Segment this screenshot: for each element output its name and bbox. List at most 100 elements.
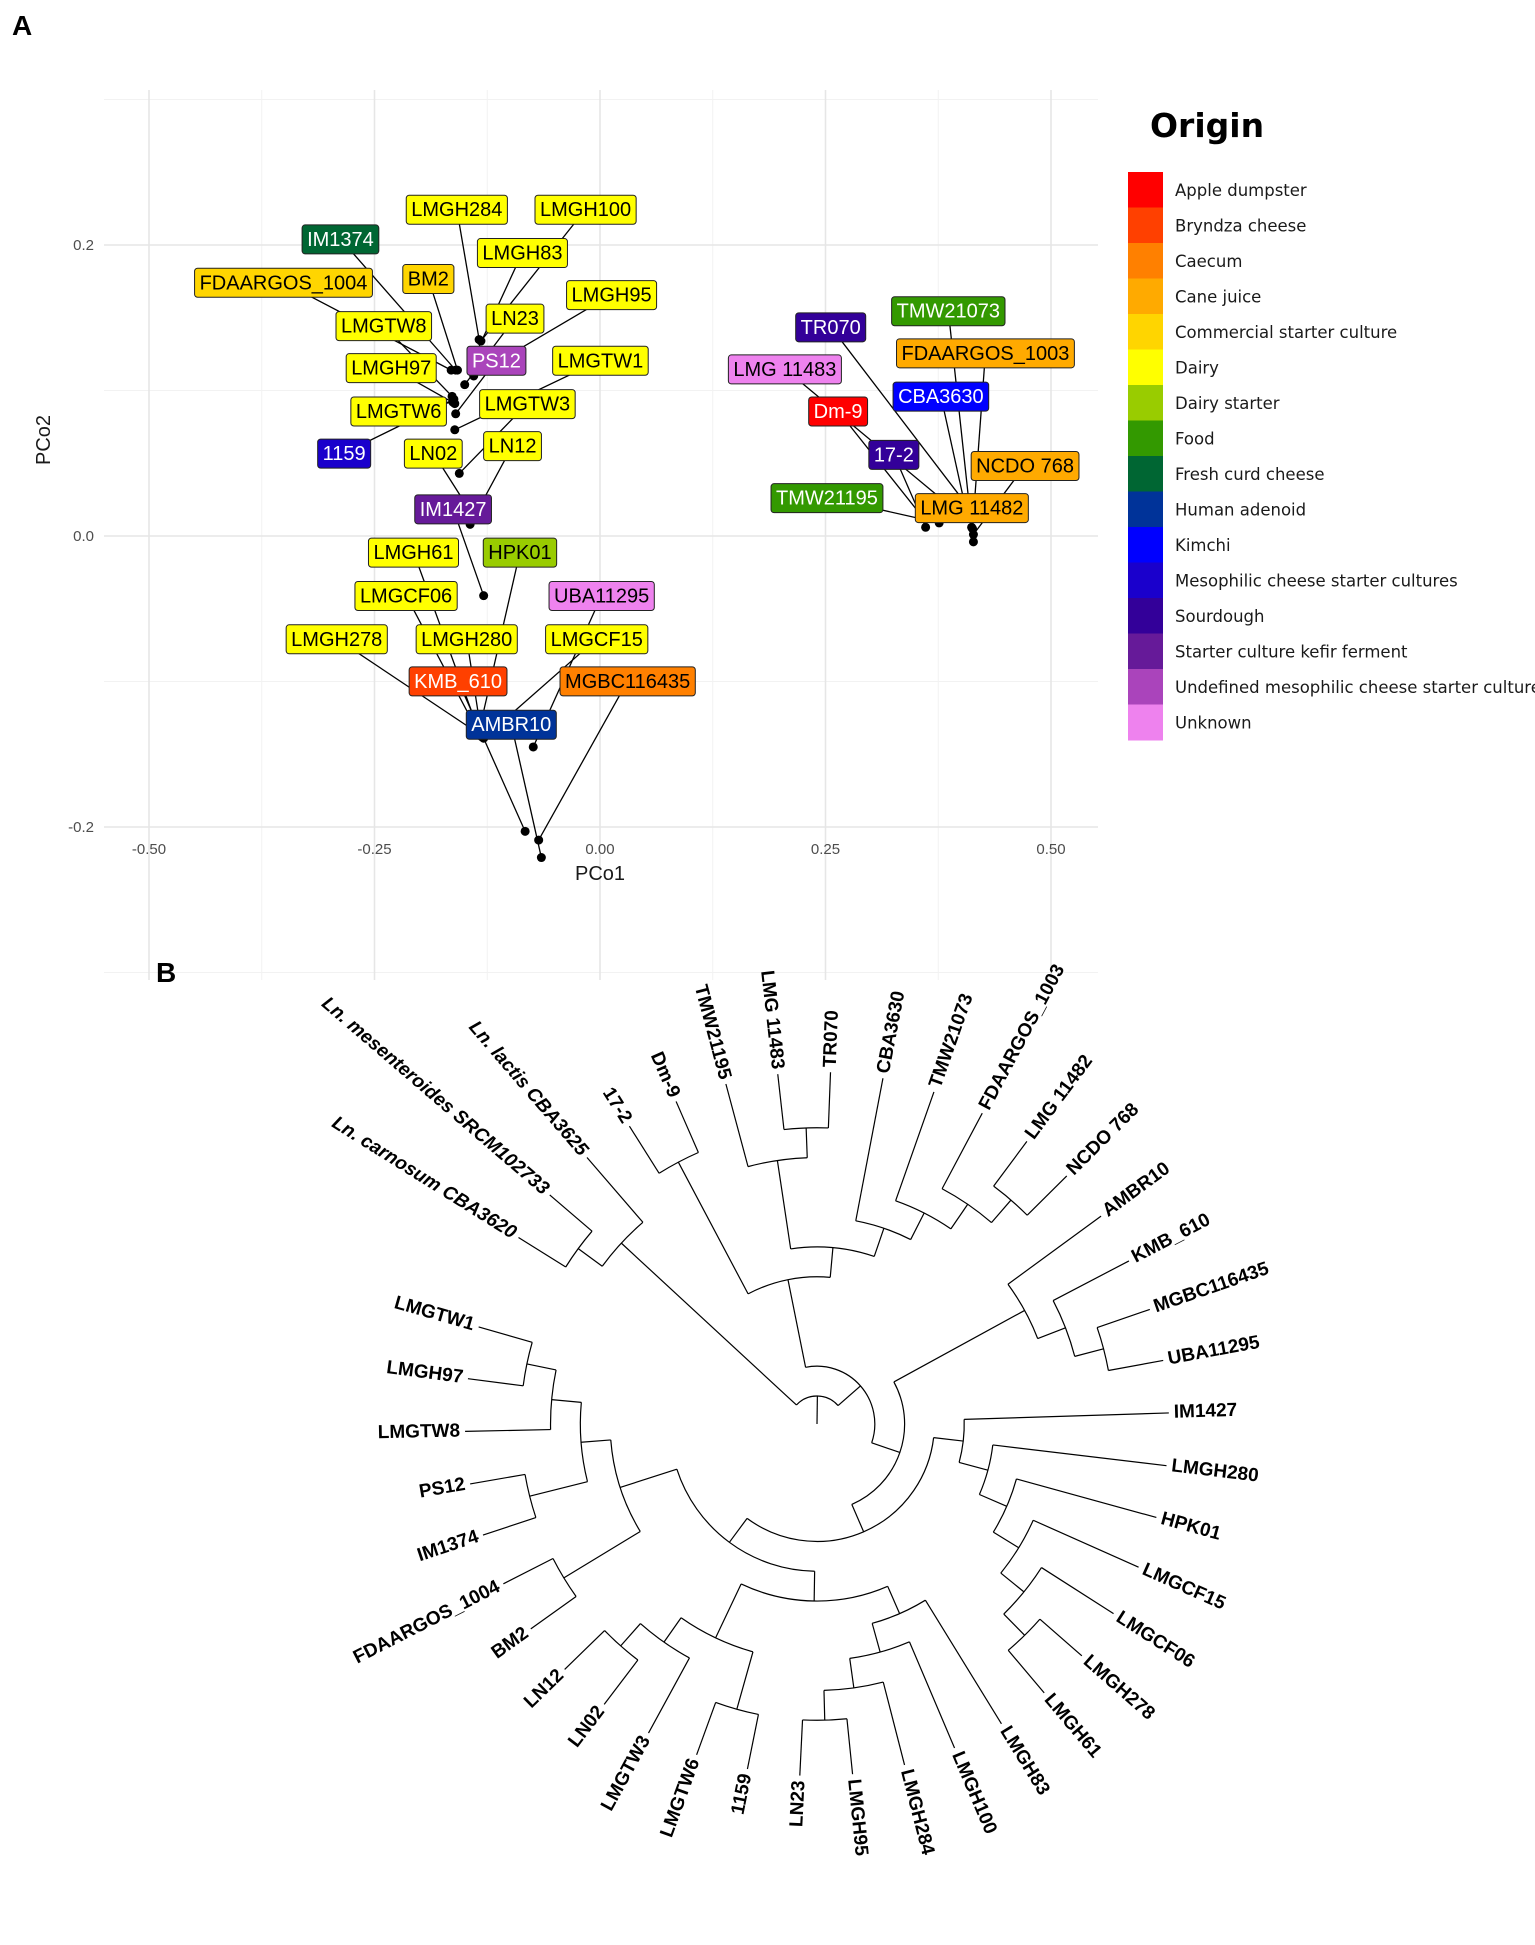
point-label-box [476, 238, 568, 269]
point-label-text: PS12 [472, 350, 521, 372]
point-label: LMG 11482 [914, 493, 1029, 524]
legend-item-label: Starter culture kefir ferment [1175, 642, 1408, 661]
data-point [446, 365, 456, 375]
legend-swatch [1128, 172, 1163, 208]
tree-branch [1007, 1215, 1102, 1285]
point-label: LN23 [485, 303, 545, 334]
data-point [528, 742, 538, 752]
data-point [968, 530, 978, 540]
tree-branch [563, 1530, 641, 1579]
tree-branch [586, 1157, 644, 1223]
tree-leaf-label: LMGH97 [385, 1357, 464, 1388]
tree-branch [882, 1681, 906, 1766]
point-label-text: UBA11295 [554, 585, 649, 607]
point-label-box [414, 494, 492, 525]
tree-arc [549, 1369, 557, 1430]
point-label-box [405, 194, 508, 225]
tree-branch [950, 1203, 969, 1230]
point-label: LMGH83 [476, 238, 568, 269]
tree-branch [530, 1595, 577, 1630]
point-label-text: 1159 [323, 443, 366, 465]
leader-line [456, 209, 480, 340]
point-label-box [896, 338, 1075, 369]
x-axis-ticks: -0.50 -0.25 0.00 0.25 0.50 [132, 841, 1066, 858]
point-label-text: FDAARGOS_1004 [200, 272, 368, 294]
point-label-text: HPK01 [488, 542, 551, 564]
tree-branch [1016, 1478, 1157, 1519]
tree-branch [696, 1702, 717, 1755]
point-labels: LMGH284 LMGH100 IM1374 LMGH83 FDAARGOS_1004 B… [194, 194, 1080, 740]
data-point [452, 365, 462, 375]
legend-swatch [1128, 456, 1163, 492]
point-label-text: LMGH97 [351, 358, 431, 380]
data-point [921, 522, 931, 532]
tree-arc [805, 1365, 876, 1443]
point-label-text: CBA3630 [898, 386, 984, 408]
point-label-box [552, 345, 649, 376]
legend-swatch [1128, 349, 1163, 386]
point-label-text: TR070 [801, 317, 861, 339]
point-label-box [466, 345, 527, 376]
tree-arc [676, 1468, 815, 1572]
tree-arc [522, 1342, 533, 1386]
tree-branch [933, 1437, 964, 1442]
point-label: LMGCF15 [545, 624, 649, 655]
leader-line [830, 326, 968, 506]
point-label-box [482, 537, 558, 568]
legend-swatch [1128, 385, 1163, 421]
tree-branch [908, 1641, 956, 1749]
legend-item-label: Fresh curd cheese [1175, 465, 1324, 484]
point-label-box [465, 709, 557, 740]
tree-branch [482, 1516, 537, 1536]
tree-branch [776, 1160, 792, 1250]
point-label-text: IM1374 [307, 229, 374, 251]
point-label-box [914, 493, 1029, 524]
point-label-box [402, 264, 455, 295]
legend-swatch [1128, 598, 1163, 634]
data-point [460, 380, 470, 390]
tree-leaf-label: LN23 [786, 1780, 809, 1827]
legend-swatch [1128, 527, 1163, 563]
tree-branch [603, 1659, 639, 1705]
point-label-text: AMBR10 [471, 714, 551, 736]
tree-leaf-label: Dm-9 [646, 1049, 684, 1101]
legend-item-label: Dairy [1175, 358, 1219, 377]
point-label: LN12 [483, 431, 542, 462]
tree-branch [855, 1078, 884, 1221]
legend-title: Origin [1150, 106, 1264, 145]
legend-item-label: Mesophilic cheese starter cultures [1175, 571, 1458, 590]
tree-branch [677, 1161, 749, 1295]
tree-leaf-label: LMGTW6 [656, 1756, 704, 1841]
x-tick-label: 0.00 [585, 841, 614, 858]
data-point [520, 826, 530, 836]
point-label: LMGH278 [285, 624, 388, 655]
tree-branch [787, 1279, 807, 1368]
tree-branch [837, 1385, 861, 1407]
tree-leaf-label: NCDO 768 [1063, 1099, 1144, 1179]
legend-item-label: Kimchi [1175, 536, 1231, 555]
tree-branch [647, 1657, 690, 1734]
point-label: LMGTW3 [479, 389, 576, 420]
point-label: LMGTW6 [350, 396, 447, 427]
tree-leaf-label: TMW21073 [925, 991, 977, 1091]
tree-leaf-label: Ln. mesenteroides SRCM102733 [317, 993, 553, 1200]
point-label-text: 17-2 [874, 444, 914, 466]
tree-arc [1007, 1283, 1039, 1339]
tree-branch [581, 1439, 611, 1443]
point-label-text: LMGTW8 [341, 316, 427, 338]
point-label: 17-2 [868, 439, 920, 470]
point-label-box [483, 431, 542, 462]
legend-swatch [1128, 278, 1163, 315]
tree-arc [740, 1583, 888, 1602]
tree-arc [855, 1220, 911, 1241]
point-label: LMGH100 [534, 194, 637, 225]
y-tick-label: 0.2 [73, 237, 94, 254]
point-label: LMG 11483 [727, 354, 842, 385]
point-label-box [403, 438, 463, 469]
point-label-box [335, 311, 433, 342]
tree-leaf-label: TMW21195 [690, 982, 736, 1082]
legend-item-label: Caecum [1175, 252, 1242, 271]
tree-leaf-label: UBA11295 [1166, 1332, 1262, 1370]
tree-branch [736, 1651, 754, 1710]
